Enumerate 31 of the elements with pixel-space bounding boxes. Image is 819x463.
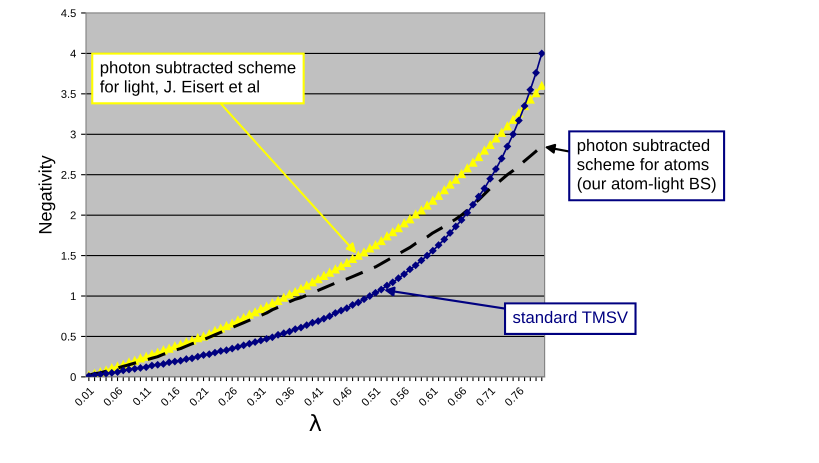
x-tick-label: 0.46: [332, 386, 352, 407]
x-tick-label: 0.01: [74, 386, 94, 407]
x-tick-label: 0.56: [389, 386, 410, 407]
x-tick-label: 0.61: [418, 386, 438, 407]
x-tick-label: 0.76: [504, 386, 524, 407]
y-tick-label: 3: [70, 130, 76, 138]
x-tick-label: 0.31: [246, 386, 266, 407]
x-axis-title: λ: [309, 414, 322, 431]
x-tick-label: 0.06: [102, 386, 123, 407]
x-tick-label: 0.51: [360, 386, 381, 407]
y-axis-title: Negativity: [38, 155, 56, 234]
y-tick-label: 3.5: [61, 90, 76, 98]
x-tick-label: 0.26: [217, 386, 238, 407]
text: photon subtracted scheme for light, J. Eisert et al: [100, 61, 296, 96]
y-tick-label: 4.5: [61, 9, 76, 18]
x-tick-label: 0.41: [303, 386, 324, 407]
y-tick-label: 4: [70, 50, 76, 58]
y-tick-label: 0.5: [61, 332, 76, 341]
x-tick-label: 0.11: [132, 386, 152, 406]
x-tick-label: 0.21: [188, 386, 209, 407]
y-tick-label: 1.5: [62, 252, 76, 260]
x-tick-label: 0.16: [160, 386, 180, 407]
y-tick-label: 0: [70, 373, 76, 382]
y-tick-label: 1: [70, 292, 76, 300]
x-tick-label: 0.66: [446, 386, 467, 407]
y-tick-label: 2: [70, 211, 76, 220]
x-tick-label: 0.71: [475, 386, 496, 407]
text: standard TMSV: [512, 310, 628, 324]
x-tick-label: 0.36: [274, 386, 295, 407]
y-tick-label: 2.5: [61, 170, 76, 179]
legend-label: photon subtracted scheme for atoms (our atom-light BS): [577, 138, 716, 193]
